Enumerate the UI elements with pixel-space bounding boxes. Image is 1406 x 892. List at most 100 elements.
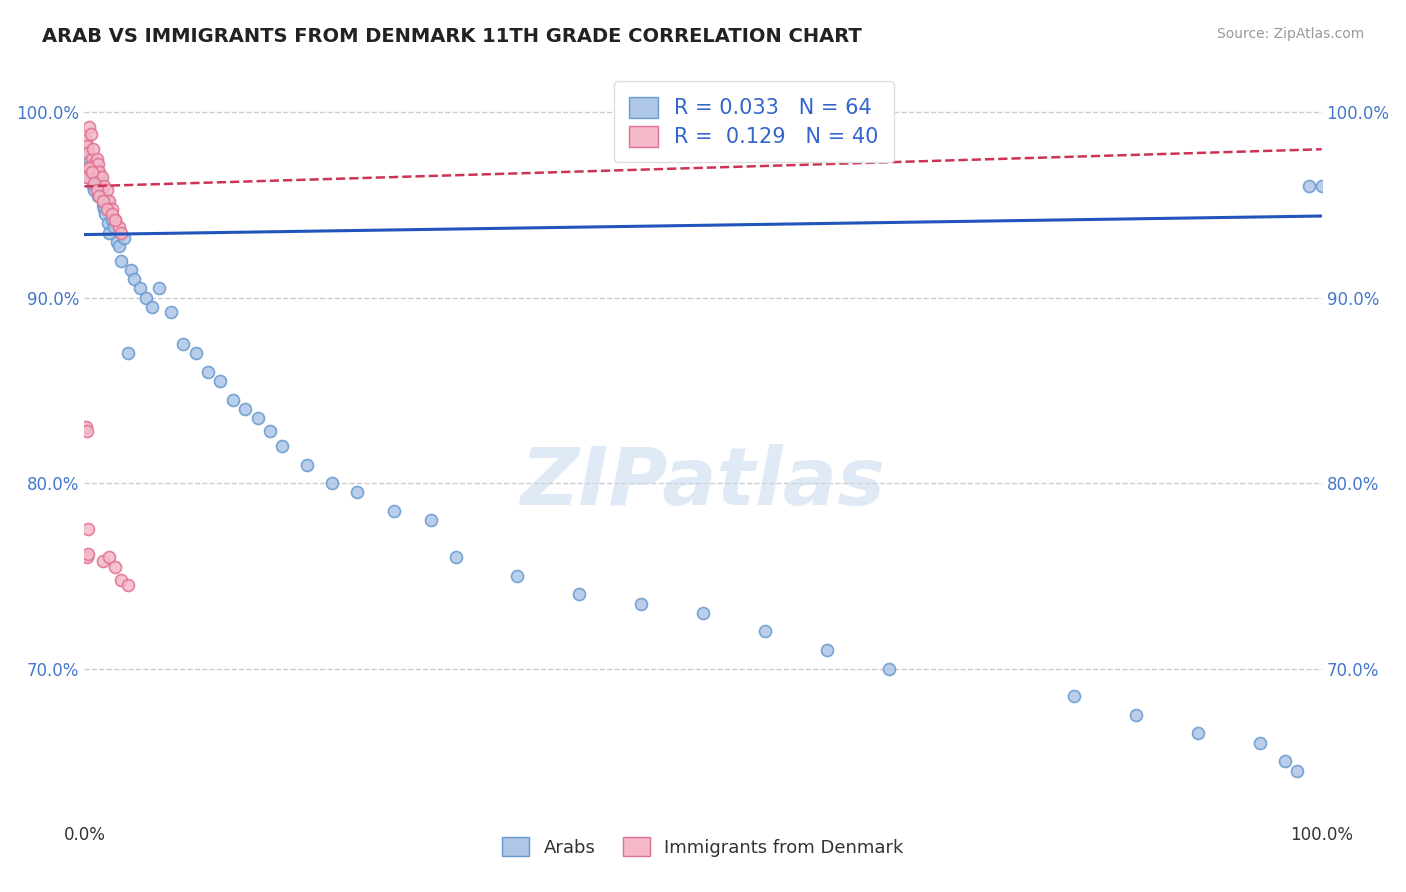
Point <box>122 272 145 286</box>
Point <box>117 578 139 592</box>
Point <box>148 281 170 295</box>
Point <box>89 188 111 202</box>
Point <box>321 476 343 491</box>
Legend: Arabs, Immigrants from Denmark: Arabs, Immigrants from Denmark <box>495 830 911 864</box>
Point <box>76 138 98 153</box>
Point <box>82 142 104 156</box>
Point <box>382 504 405 518</box>
Point <box>233 401 256 416</box>
Point <box>75 420 97 434</box>
Point <box>90 183 112 197</box>
Point <box>104 559 127 574</box>
Point <box>80 152 103 166</box>
Point <box>93 202 115 216</box>
Point <box>83 176 105 190</box>
Point <box>295 458 318 472</box>
Point <box>1249 736 1271 750</box>
Point <box>79 120 101 134</box>
Point <box>96 183 118 197</box>
Point <box>83 157 105 171</box>
Point <box>104 212 127 227</box>
Point <box>98 226 121 240</box>
Point <box>419 513 441 527</box>
Point <box>108 220 131 235</box>
Point <box>77 547 100 561</box>
Point <box>129 281 152 295</box>
Point <box>96 202 118 216</box>
Point <box>197 365 219 379</box>
Point <box>271 439 294 453</box>
Point <box>877 662 900 676</box>
Point <box>568 587 591 601</box>
Point <box>110 573 132 587</box>
Point <box>100 207 122 221</box>
Point <box>815 643 838 657</box>
Point <box>77 145 100 160</box>
Point <box>90 170 112 185</box>
Point <box>82 179 104 194</box>
Point <box>76 550 98 565</box>
Point <box>246 411 269 425</box>
Text: ZIPatlas: ZIPatlas <box>520 444 886 523</box>
Point <box>79 152 101 166</box>
Point <box>1285 764 1308 778</box>
Text: Source: ZipAtlas.com: Source: ZipAtlas.com <box>1216 27 1364 41</box>
Point <box>76 170 98 185</box>
Point <box>630 597 652 611</box>
Point <box>94 207 117 221</box>
Point <box>79 128 101 142</box>
Point <box>89 164 111 178</box>
Point <box>77 161 100 175</box>
Point <box>172 337 194 351</box>
Point <box>75 133 97 147</box>
Point <box>100 212 122 227</box>
Text: ARAB VS IMMIGRANTS FROM DENMARK 11TH GRADE CORRELATION CHART: ARAB VS IMMIGRANTS FROM DENMARK 11TH GRA… <box>42 27 862 45</box>
Point <box>103 220 125 235</box>
Point <box>135 291 157 305</box>
Point <box>1187 726 1209 740</box>
Point <box>91 194 114 209</box>
Point <box>1125 707 1147 722</box>
Point <box>184 346 207 360</box>
Point <box>80 157 103 171</box>
Point <box>84 176 107 190</box>
Point <box>104 212 127 227</box>
Point <box>98 194 121 209</box>
Point <box>346 485 368 500</box>
Point <box>89 170 111 185</box>
Y-axis label: 11th Grade: 11th Grade <box>0 399 6 493</box>
Point <box>754 624 776 639</box>
Point <box>89 179 111 194</box>
Point <box>1310 179 1333 194</box>
Point <box>83 183 105 197</box>
Point <box>96 194 118 209</box>
Point <box>84 164 107 178</box>
Point <box>209 374 232 388</box>
Point <box>117 346 139 360</box>
Point <box>79 164 101 178</box>
Point <box>141 300 163 314</box>
Point <box>87 157 110 171</box>
Point <box>1063 690 1085 704</box>
Point <box>1298 179 1320 194</box>
Point <box>86 152 108 166</box>
Point <box>506 569 529 583</box>
Point <box>87 188 110 202</box>
Point <box>86 183 108 197</box>
Point <box>100 202 122 216</box>
Point <box>222 392 245 407</box>
Point <box>79 161 101 175</box>
Point <box>444 550 467 565</box>
Point <box>112 231 135 245</box>
Point <box>98 550 121 565</box>
Point <box>77 523 100 537</box>
Point <box>86 161 108 175</box>
Point <box>110 226 132 240</box>
Point <box>110 253 132 268</box>
Point <box>97 216 120 230</box>
Point <box>93 179 115 194</box>
Point <box>692 606 714 620</box>
Point <box>76 170 98 185</box>
Point <box>108 238 131 252</box>
Point <box>1274 754 1296 768</box>
